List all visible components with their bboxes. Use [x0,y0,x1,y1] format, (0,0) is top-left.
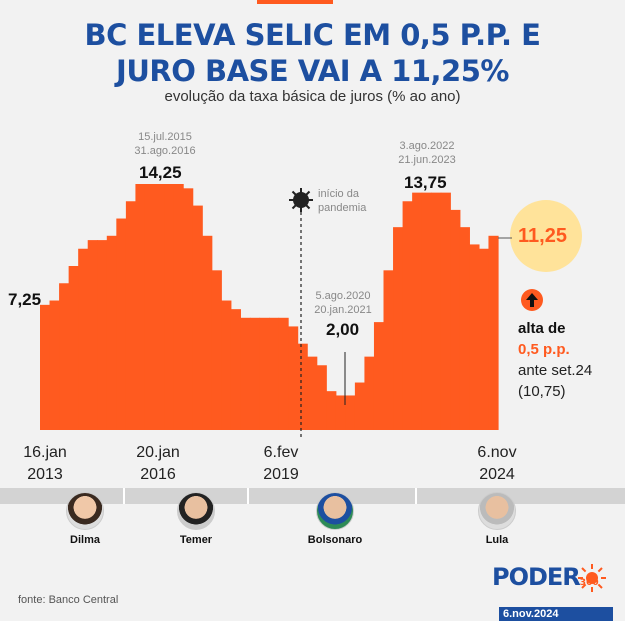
rate-step-2018-01 [230,309,241,430]
rate-step-2016-04 [164,184,175,430]
rate-step-2013-07 [59,283,70,430]
peak2-dates: 3.ago.2022 21.jun.2023 [398,140,456,166]
pandemic-label: início da pandemia [318,188,367,214]
rate-step-2023-07 [440,192,451,430]
rate-step-2018-04 [240,317,251,430]
chart-subtitle: evolução da taxa básica de juros (% ao a… [164,88,461,105]
president-lula: Lula [452,492,542,546]
rate-step-2024-04 [469,244,480,430]
rate-step-2022-01 [383,270,394,430]
rate-step-2024-01 [459,227,470,430]
start-value-label: 7,25 [8,290,42,309]
rate-step-2014-07 [97,240,108,430]
rate-step-2014-04 [87,240,98,430]
timeline-band [0,488,625,504]
rate-step-2018-07 [249,317,261,430]
brand-sun-icon [578,564,606,592]
rate-step-2024-07 [478,248,490,430]
rate-step-2015-07 [135,184,146,430]
rate-step-2016-07 [173,184,184,430]
lula-avatar [478,492,516,530]
rate-step-2015-10 [144,184,156,430]
rate-step-2019-07 [288,326,299,430]
x-label-2024: 6.nov 2024 [477,444,517,483]
note-line-4: (10,75) [518,383,566,400]
rate-step-2013-10 [68,266,79,430]
current-value-label: 11,25 [518,225,567,247]
x-label-2013: 16.jan 2013 [23,444,67,483]
rate-step-2019-01 [269,317,280,430]
president-bolsonaro: Bolsonaro [290,492,380,546]
rate-step-2020-01 [307,356,318,430]
rate-step-2021-04 [354,382,366,430]
x-label-2016: 20.jan 2016 [136,444,180,483]
rate-step-2017-01 [192,205,203,430]
rate-step-2019-10 [297,343,308,430]
peak1-dates: 15.jul.2015 31.ago.2016 [134,131,196,157]
rate-step-2013-04 [49,300,60,430]
rate-step-2022-04 [393,227,404,430]
current-value-highlight [510,200,582,272]
bolsonaro-avatar [316,492,354,530]
rate-step-2017-04 [202,235,213,430]
top-accent-bar [257,0,333,4]
brand-logo: PODER360 [492,563,599,591]
rate-step-2021-01 [345,395,356,430]
note-line-1: alta de [518,320,566,337]
temer-avatar [177,492,215,530]
rate-step-2023-04 [431,192,442,430]
rate-step-2023-10 [450,209,461,430]
president-temer: Temer [151,492,241,546]
rate-step-2024-11 [488,235,499,430]
rate-step-2019-04 [278,317,289,430]
peak1-value-label: 14,25 [139,163,182,182]
dilma-avatar [66,492,104,530]
rate-step-2021-10 [373,322,385,430]
rate-step-2022-07 [402,201,413,430]
rate-step-2014-10 [106,235,117,430]
president-dilma: Dilma [40,492,130,546]
rate-step-2014-01 [78,248,89,430]
rate-step-2020-10 [335,395,346,430]
peak2-value-label: 13,75 [404,173,447,192]
rate-step-2017-10 [221,300,232,430]
rate-step-2016-10 [183,188,194,430]
publication-date-badge: 6.nov.2024 [499,607,613,621]
low-dates: 5.ago.2020 20.jan.2021 [314,290,372,316]
rate-step-2023-01 [421,192,432,430]
rate-step-2021-07 [364,356,375,430]
rate-step-2015-01 [116,218,127,430]
headline-line-2: JURO BASE VAI A 11,25% [116,54,509,88]
source-note: fonte: Banco Central [18,594,119,606]
rate-step-2018-10 [259,317,270,430]
virus-icon [289,188,313,212]
note-line-3: ante set.24 [518,362,593,379]
rate-change-note: alta de 0,5 p.p. ante set.24 (10,75) [518,318,592,402]
x-label-2019: 6.fev 2019 [263,444,299,483]
low-value-label: 2,00 [326,320,360,339]
rate-step-2020-07 [326,391,337,430]
rate-step-2017-07 [211,270,222,430]
rate-step-2016-01 [154,184,165,430]
headline-line-1: BC ELEVA SELIC EM 0,5 P.P. E [84,18,541,52]
rate-step-2015-04 [125,201,137,430]
rate-step-2013-01 [40,304,51,430]
note-line-2: 0,5 p.p. [518,341,570,358]
rate-step-2020-04 [316,365,327,430]
rate-step-2022-10 [412,192,423,430]
